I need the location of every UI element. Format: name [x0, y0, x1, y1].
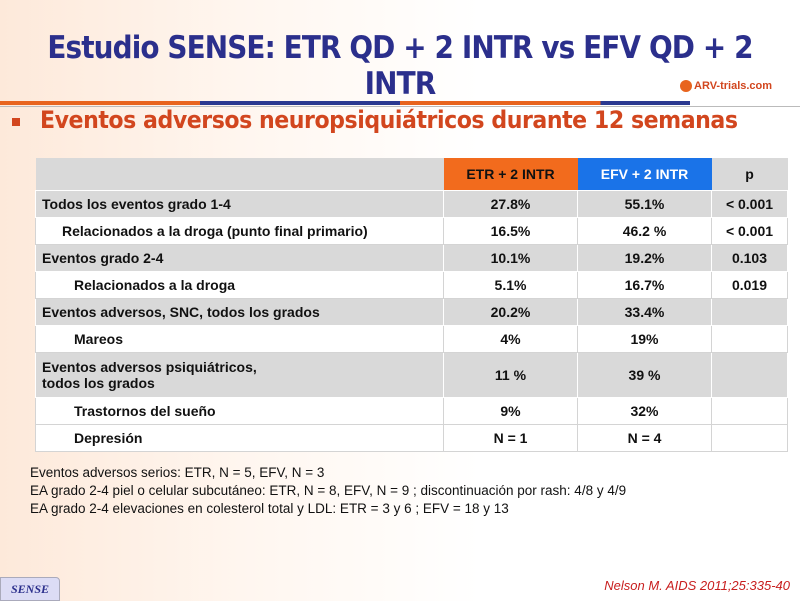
citation: Nelson M. AIDS 2011;25:335-40 — [604, 578, 790, 593]
row-label: Relacionados a la droga (punto final pri… — [35, 217, 444, 245]
note: Eventos adversos serios: ETR, N = 5, EFV… — [30, 465, 325, 480]
etr-value: 5.1% — [443, 271, 578, 299]
efv-value: 55.1% — [577, 190, 712, 218]
row-label: Todos los eventos grado 1-4 — [35, 190, 444, 218]
note: EA grado 2-4 piel o celular subcutáneo: … — [30, 483, 627, 498]
etr-value: 10.1% — [443, 244, 578, 272]
etr-value: 27.8% — [443, 190, 578, 218]
table-row: Eventos grado 2-4 10.1% 19.2% 0.103 — [35, 244, 788, 272]
etr-value: N = 1 — [443, 424, 578, 452]
p-value — [711, 325, 788, 353]
efv-value: 33.4% — [577, 298, 712, 326]
table-row: Relacionados a la droga (punto final pri… — [35, 217, 788, 245]
efv-value: 19.2% — [577, 244, 712, 272]
header-row: ETR + 2 INTR EFV + 2 INTR p — [35, 158, 788, 191]
etr-value: 16.5% — [443, 217, 578, 245]
row-label: Depresión — [35, 424, 444, 452]
efv-value: 32% — [577, 397, 712, 425]
row-label: Eventos adversos psiquiátricos, todos los… — [35, 352, 444, 398]
p-value: < 0.001 — [711, 190, 788, 218]
sense-badge: SENSE — [0, 577, 60, 601]
p-value: 0.019 — [711, 271, 788, 299]
square-bullet-icon — [12, 118, 20, 126]
row-label: Trastornos del sueño — [35, 397, 444, 425]
efv-value: 46.2 % — [577, 217, 712, 245]
note: EA grado 2-4 elevaciones en colesterol t… — [30, 501, 509, 516]
footnotes: Eventos adversos serios: ETR, N = 5, EFV… — [30, 464, 626, 518]
header-p: p — [711, 158, 788, 191]
p-value — [711, 397, 788, 425]
subtitle: Eventos adversos neuropsiquiátricos dura… — [40, 106, 738, 134]
row-label: Eventos adversos, SNC, todos los grados — [35, 298, 444, 326]
row-label-line: todos los grados — [42, 375, 155, 391]
row-label: Relacionados a la droga — [35, 271, 444, 299]
results-table: ETR + 2 INTR EFV + 2 INTR p Todos los ev… — [35, 158, 788, 452]
row-label: Mareos — [35, 325, 444, 353]
table-row: Eventos adversos psiquiátricos, todos los… — [35, 352, 788, 398]
p-value: 0.103 — [711, 244, 788, 272]
efv-value: N = 4 — [577, 424, 712, 452]
p-value — [711, 298, 788, 326]
etr-value: 11 % — [443, 352, 578, 398]
title-divider — [0, 101, 690, 105]
header-empty — [35, 158, 444, 191]
table-row: Todos los eventos grado 1-4 27.8% 55.1% < 0… — [35, 190, 788, 218]
table-row: Eventos adversos, SNC, todos los grados 2… — [35, 298, 788, 326]
p-value: < 0.001 — [711, 217, 788, 245]
p-value — [711, 424, 788, 452]
slide-title: Estudio SENSE: ETR QD + 2 INTR vs EFV QD… — [47, 30, 753, 102]
table-row: Mareos 4% 19% — [35, 325, 788, 353]
efv-value: 39 % — [577, 352, 712, 398]
header-etr: ETR + 2 INTR — [443, 158, 578, 191]
row-label: Eventos grado 2-4 — [35, 244, 444, 272]
logo-text: ARV-trials.com — [694, 80, 773, 92]
efv-value: 16.7% — [577, 271, 712, 299]
header-efv: EFV + 2 INTR — [577, 158, 712, 191]
arv-trials-logo: ARV-trials.com — [680, 80, 773, 93]
table-row: Trastornos del sueño 9% 32% — [35, 397, 788, 425]
row-label-line: Eventos adversos psiquiátricos, — [42, 359, 257, 375]
divider-line — [0, 106, 800, 107]
etr-value: 4% — [443, 325, 578, 353]
etr-value: 20.2% — [443, 298, 578, 326]
etr-value: 9% — [443, 397, 578, 425]
efv-value: 19% — [577, 325, 712, 353]
table-row: Relacionados a la droga 5.1% 16.7% 0.019 — [35, 271, 788, 299]
p-value — [711, 352, 788, 398]
logo-icon — [680, 80, 692, 93]
